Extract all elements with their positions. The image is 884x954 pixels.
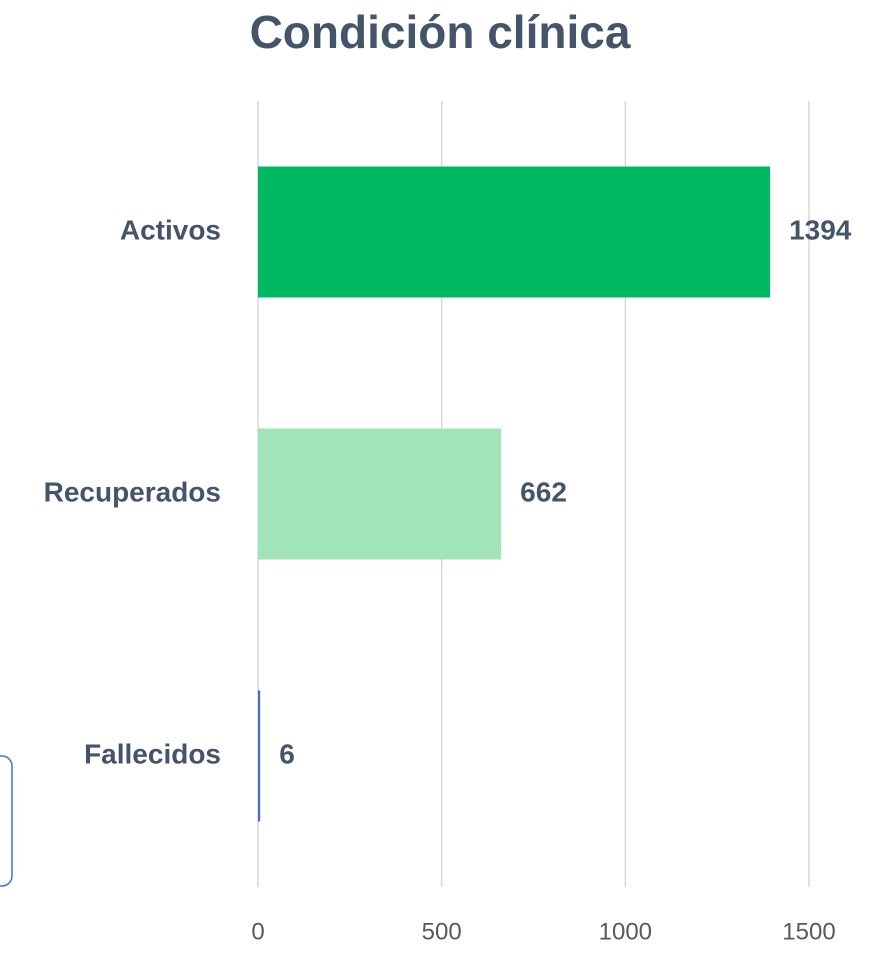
x-tick-label: 500 (422, 918, 462, 945)
value-label: 6 (279, 738, 295, 769)
x-tick-label: 1500 (782, 918, 835, 945)
y-tick-label: Recuperados (44, 476, 221, 507)
bar (258, 428, 502, 560)
x-tick-label: 0 (251, 918, 264, 945)
chart-title: Condición clínica (250, 6, 631, 58)
y-tick-label: Fallecidos (84, 738, 221, 769)
decor-frame (0, 755, 13, 887)
bar (258, 690, 261, 822)
bar (258, 166, 771, 298)
y-tick-label: Activos (120, 214, 221, 245)
value-label: 1394 (789, 214, 852, 245)
value-label: 662 (520, 476, 567, 507)
x-tick-label: 1000 (599, 918, 652, 945)
